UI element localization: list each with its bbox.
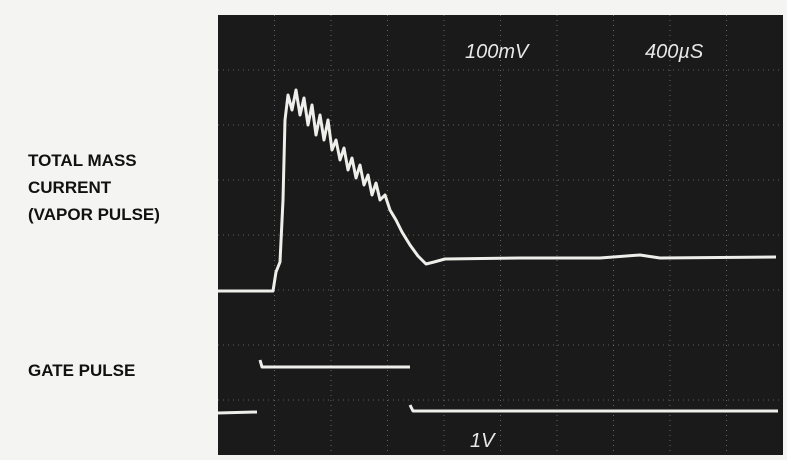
vapor-label: TOTAL MASS: [28, 151, 137, 170]
vapor-label: CURRENT: [28, 178, 112, 197]
page: TOTAL MASS CURRENT (VAPOR PULSE) GATE PU…: [0, 0, 787, 460]
gate-scale: 1V: [470, 430, 496, 452]
volts-per-div: 100mV: [465, 41, 530, 63]
vapor-label: (VAPOR PULSE): [28, 205, 160, 224]
gate-label: GATE PULSE: [28, 361, 135, 380]
time-per-div: 400µS: [645, 41, 704, 63]
figure: TOTAL MASS CURRENT (VAPOR PULSE) GATE PU…: [0, 0, 787, 460]
